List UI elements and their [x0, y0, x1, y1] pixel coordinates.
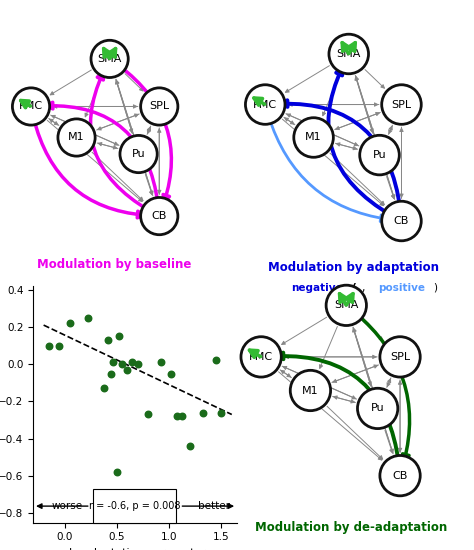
Circle shape: [12, 88, 50, 125]
Point: [118, 360, 126, 368]
Point: [113, 468, 120, 477]
Text: Pu: Pu: [371, 404, 384, 414]
Point: [212, 356, 220, 365]
Text: SPL: SPL: [390, 352, 410, 362]
Text: ,: ,: [361, 283, 365, 293]
X-axis label: de-adaptation parameter: de-adaptation parameter: [64, 548, 206, 550]
Text: PMC: PMC: [253, 100, 277, 109]
Text: SPL: SPL: [149, 101, 169, 112]
Text: M1: M1: [305, 133, 322, 142]
Point: [145, 410, 152, 419]
Text: PMC: PMC: [19, 101, 43, 112]
Text: ): ): [433, 283, 438, 293]
Circle shape: [120, 135, 157, 173]
Circle shape: [357, 388, 398, 428]
Text: Pu: Pu: [373, 150, 386, 160]
Text: better: better: [198, 501, 230, 511]
Point: [128, 358, 136, 367]
Point: [109, 358, 117, 367]
Circle shape: [290, 370, 330, 411]
Text: positive: positive: [378, 283, 425, 293]
Point: [107, 369, 114, 378]
Text: worse: worse: [51, 501, 82, 511]
Circle shape: [246, 85, 285, 124]
Text: CB: CB: [152, 211, 167, 221]
Circle shape: [141, 88, 178, 125]
Point: [105, 336, 112, 344]
Text: SMA: SMA: [337, 49, 361, 59]
Circle shape: [380, 455, 420, 496]
Point: [134, 360, 142, 368]
Point: [173, 412, 181, 421]
Text: PMC: PMC: [249, 352, 273, 362]
Point: [199, 408, 206, 417]
Circle shape: [329, 34, 368, 74]
Point: [178, 412, 185, 421]
Circle shape: [326, 285, 366, 326]
Circle shape: [91, 40, 128, 78]
Text: SMA: SMA: [98, 54, 122, 64]
Text: SPL: SPL: [392, 100, 411, 109]
Text: (: (: [351, 283, 356, 293]
Point: [45, 341, 53, 350]
Text: M1: M1: [68, 133, 85, 142]
Circle shape: [58, 119, 95, 156]
Circle shape: [241, 337, 281, 377]
Text: CB: CB: [392, 471, 408, 481]
Point: [66, 319, 73, 328]
Circle shape: [141, 197, 178, 235]
Text: Modulation by baseline: Modulation by baseline: [36, 258, 191, 271]
Point: [167, 369, 175, 378]
Text: negative: negative: [291, 283, 343, 293]
FancyBboxPatch shape: [93, 489, 176, 524]
Circle shape: [380, 337, 420, 377]
Point: [55, 341, 63, 350]
Text: Modulation by adaptation: Modulation by adaptation: [268, 261, 438, 274]
Circle shape: [294, 118, 333, 157]
Text: M1: M1: [302, 386, 319, 395]
Circle shape: [360, 135, 399, 175]
Text: Pu: Pu: [132, 149, 146, 159]
Point: [115, 332, 123, 340]
Point: [123, 365, 131, 374]
Circle shape: [382, 201, 421, 241]
Text: Modulation by de-adaptation: Modulation by de-adaptation: [255, 521, 447, 534]
Point: [100, 384, 108, 393]
Circle shape: [382, 85, 421, 124]
Text: CB: CB: [394, 216, 409, 226]
Text: SMA: SMA: [334, 300, 358, 310]
Point: [218, 408, 225, 417]
Point: [157, 358, 164, 367]
Text: r = -0.6, p = 0.008: r = -0.6, p = 0.008: [89, 501, 180, 511]
Point: [186, 442, 194, 450]
Point: [84, 314, 91, 322]
